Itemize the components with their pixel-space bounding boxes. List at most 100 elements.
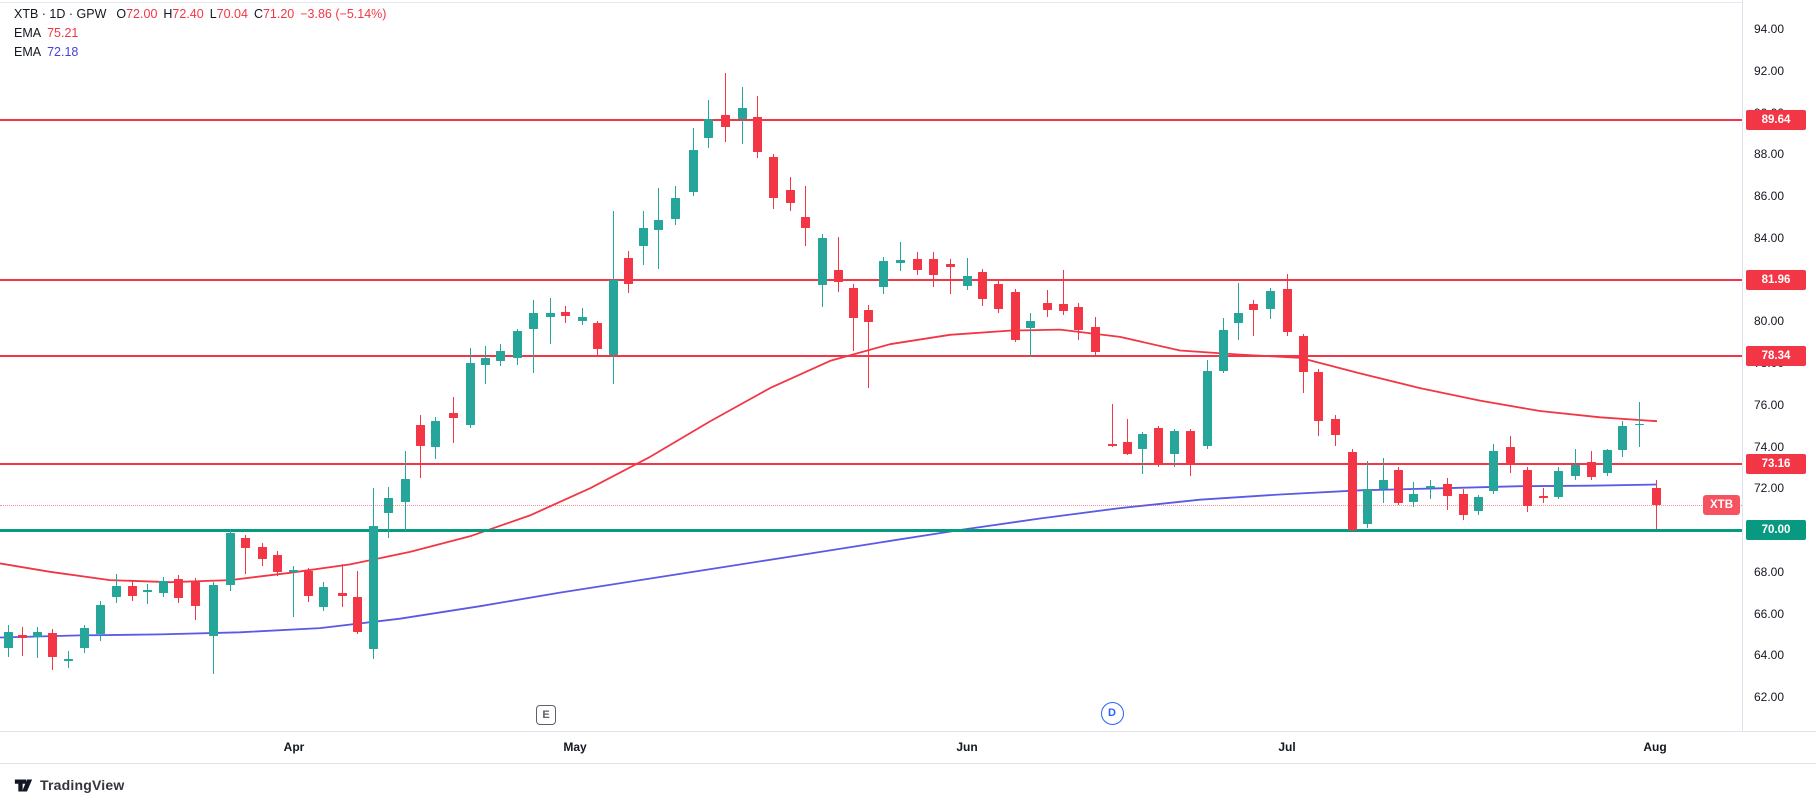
candle-body [1025,321,1035,328]
candle-wick [867,304,869,389]
candle-wick [484,346,486,384]
candle-body [352,596,362,633]
candle-wick [1237,282,1239,340]
candle-body [257,546,267,560]
candle-body [415,424,425,447]
candle-wick [966,257,968,290]
level-price-badge: 73.16 [1746,454,1806,475]
candle-body [1233,312,1243,324]
candle-body [1362,489,1372,524]
dividend-marker[interactable]: D [1100,701,1124,725]
candle-body [495,350,505,361]
axis-tick-label: 66.00 [1754,606,1785,621]
candle-wick [1111,403,1113,448]
candle-body [190,582,200,607]
candle-body [1586,462,1596,477]
ema-line [0,328,1658,584]
top-divider [0,2,1816,3]
candle-body [173,579,183,598]
axis-tick-label: 80.00 [1754,314,1785,329]
candle-body [79,628,89,648]
candle-wick [1141,431,1143,474]
candle-body [1553,470,1563,497]
time-axis[interactable]: Apr May Jun Jul Aug [0,731,1816,764]
candle-body [785,189,795,204]
ema-value: 72.18 [47,45,79,59]
candle-body [95,605,105,635]
candle-body [430,421,440,448]
candle-body [465,363,475,425]
candle-wick [1574,448,1576,480]
candle-body [1442,484,1452,496]
level-price-badge: 70.00 [1746,520,1806,540]
candle-body [895,259,905,263]
level-price-badge: 89.64 [1746,110,1806,130]
candle-body [1651,488,1661,505]
axis-tick-label: 62.00 [1754,690,1785,704]
candle-wick [1062,270,1064,315]
candle-body [1634,423,1644,425]
symbol-title: XTB · 1D · GPW [14,7,107,21]
level-line [0,354,1742,357]
candle-body [1248,303,1258,310]
candle-body [720,114,730,128]
ema-value: 75.21 [47,26,79,40]
candle-body [158,581,168,593]
candle-body [1617,425,1627,450]
candle-body [512,330,522,358]
candle-body [1458,493,1468,516]
candle-wick [899,241,901,272]
candle-body [545,312,555,318]
candle-body [1538,495,1548,498]
candle-body [608,279,618,355]
candle-body [1330,419,1340,436]
candle-body [945,263,955,267]
candle-wick [804,185,806,247]
candle-body [17,635,27,639]
month-label: Jun [956,740,978,754]
candle-body [47,633,57,658]
symbol-price-label: XTB [1703,494,1740,515]
candle-body [32,632,42,638]
candle-body [337,592,347,596]
candle-body [863,309,873,323]
candle-body [752,116,762,153]
month-label: Apr [283,740,305,754]
candle-body [240,538,250,548]
axis-tick-label: 76.00 [1754,397,1785,412]
candle-wick [1126,419,1128,455]
axis-tick-label: 68.00 [1754,564,1785,579]
candle-body [288,569,298,572]
candle-body [800,216,810,229]
candle-body [208,585,218,637]
level-line [0,279,1742,282]
candle-body [63,659,73,662]
axis-tick-label: 64.00 [1754,648,1785,663]
tradingview-logo[interactable]: TradingView [14,776,124,795]
attribution-bar: TradingView [0,765,1816,805]
candle-body [768,157,778,199]
ema-legend-row-2[interactable]: EMA 72.18 [14,43,386,62]
ema-label: EMA [14,26,42,40]
candle-body [577,317,587,322]
symbol-legend-row[interactable]: XTB · 1D · GPW O72.00 H72.40 L70.04 C71.… [14,5,386,24]
candle-body [1522,469,1532,506]
level-line [0,119,1742,121]
candle-body [1378,479,1388,490]
ema-legend-row-1[interactable]: EMA 75.21 [14,24,386,43]
candle-body [127,586,137,596]
candle-wick [1429,479,1431,499]
candle-body [3,632,13,648]
candle-body [1153,427,1163,465]
candle-body [1347,451,1357,530]
candle-wick [244,535,246,574]
candle-body [1107,444,1117,447]
candle-body [928,258,938,276]
candle-body [670,198,680,219]
earnings-marker[interactable]: E [536,705,556,725]
price-axis[interactable]: 94.0092.0090.0088.0086.0084.0082.0080.00… [1742,0,1816,764]
ema-label: EMA [14,45,42,59]
ema-line [0,483,1658,639]
ohlc-high: H72.40 [163,7,204,21]
chart-plot-area[interactable]: XTB E D XTB · 1D · GPW O72.00 H72.40 L70… [0,0,1742,731]
